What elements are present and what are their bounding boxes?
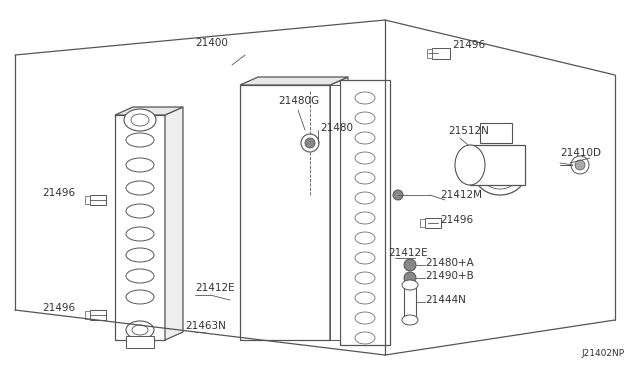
- Text: 21410D: 21410D: [560, 148, 601, 158]
- Bar: [432, 48, 450, 59]
- Text: 21496: 21496: [42, 303, 75, 313]
- Ellipse shape: [126, 321, 154, 339]
- Text: 21496: 21496: [42, 188, 75, 198]
- Polygon shape: [115, 107, 183, 115]
- Bar: [330, 85, 340, 340]
- Bar: [126, 336, 154, 348]
- Polygon shape: [240, 77, 348, 85]
- Bar: [425, 218, 441, 228]
- Ellipse shape: [393, 190, 403, 200]
- Text: 21444N: 21444N: [425, 295, 466, 305]
- Ellipse shape: [404, 259, 416, 271]
- Text: J21402NP: J21402NP: [582, 349, 625, 358]
- Bar: [90, 195, 106, 205]
- Bar: [115, 115, 165, 340]
- Ellipse shape: [355, 232, 375, 244]
- Ellipse shape: [126, 248, 154, 262]
- Ellipse shape: [475, 155, 525, 195]
- Bar: [240, 85, 330, 340]
- Bar: [420, 219, 425, 227]
- Ellipse shape: [126, 290, 154, 304]
- Text: 21496: 21496: [440, 215, 473, 225]
- Text: 21412M: 21412M: [440, 190, 482, 200]
- Ellipse shape: [355, 92, 375, 104]
- Text: 21480: 21480: [320, 123, 353, 133]
- Text: 21463N: 21463N: [185, 321, 226, 331]
- Bar: [404, 285, 416, 320]
- Text: 21512N: 21512N: [448, 126, 489, 136]
- Ellipse shape: [124, 109, 156, 131]
- Ellipse shape: [402, 315, 418, 325]
- Text: 21496: 21496: [452, 40, 485, 50]
- Text: 21480+A: 21480+A: [425, 258, 474, 268]
- Ellipse shape: [126, 181, 154, 195]
- Ellipse shape: [355, 192, 375, 204]
- Ellipse shape: [126, 158, 154, 172]
- Ellipse shape: [355, 152, 375, 164]
- Ellipse shape: [355, 272, 375, 284]
- Text: 21490+B: 21490+B: [425, 271, 474, 281]
- Ellipse shape: [355, 112, 375, 124]
- Ellipse shape: [355, 292, 375, 304]
- Ellipse shape: [126, 269, 154, 283]
- Text: 21412E: 21412E: [388, 248, 428, 258]
- Ellipse shape: [404, 272, 416, 284]
- Ellipse shape: [126, 133, 154, 147]
- Ellipse shape: [126, 227, 154, 241]
- Bar: [85, 196, 90, 204]
- Polygon shape: [330, 77, 348, 340]
- Ellipse shape: [301, 134, 319, 152]
- Ellipse shape: [402, 280, 418, 290]
- Ellipse shape: [482, 161, 518, 189]
- Ellipse shape: [571, 156, 589, 174]
- Ellipse shape: [455, 145, 485, 185]
- Ellipse shape: [355, 252, 375, 264]
- Bar: [90, 310, 106, 320]
- Ellipse shape: [126, 204, 154, 218]
- Ellipse shape: [575, 160, 585, 170]
- Bar: [470, 145, 525, 185]
- Ellipse shape: [355, 332, 375, 344]
- Ellipse shape: [355, 172, 375, 184]
- Polygon shape: [165, 107, 183, 340]
- Bar: [340, 80, 390, 345]
- Bar: [85, 311, 90, 319]
- Ellipse shape: [305, 138, 315, 148]
- Bar: [427, 49, 432, 58]
- Bar: [480, 123, 512, 143]
- Ellipse shape: [131, 114, 149, 126]
- Ellipse shape: [355, 212, 375, 224]
- Text: 21412E: 21412E: [195, 283, 235, 293]
- Ellipse shape: [355, 312, 375, 324]
- Text: 21400: 21400: [195, 38, 228, 48]
- Text: 21480G: 21480G: [278, 96, 319, 106]
- Ellipse shape: [355, 132, 375, 144]
